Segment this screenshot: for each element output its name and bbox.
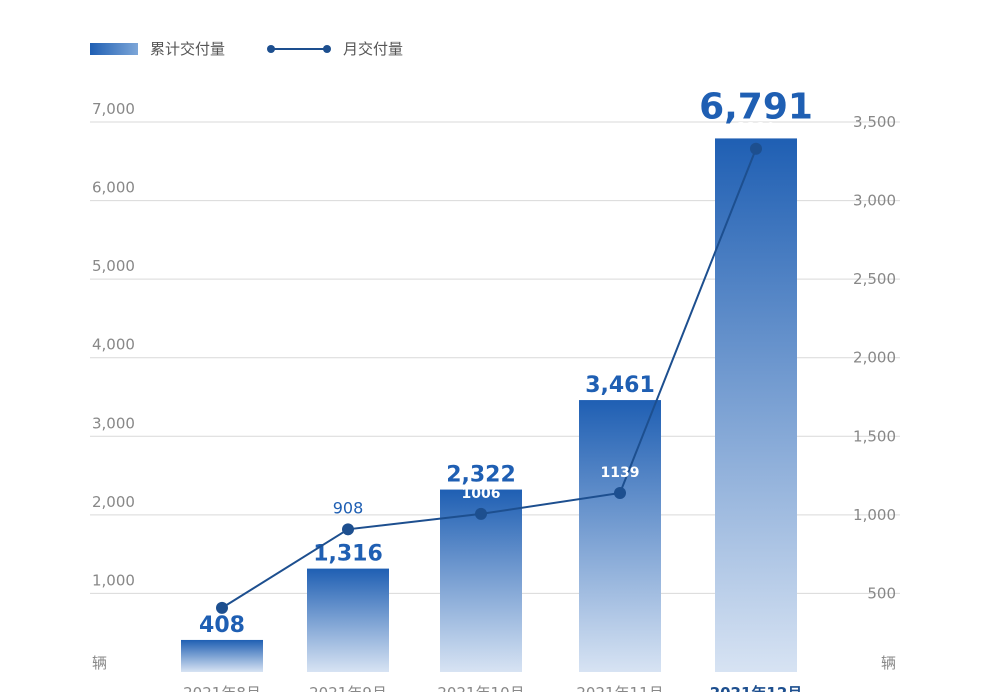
x-tick-label: 2021年12月 bbox=[710, 684, 803, 692]
right-tick-label: 2,000 bbox=[853, 349, 896, 367]
x-tick-label: 2021年9月 bbox=[309, 684, 387, 692]
bar-2 bbox=[307, 568, 389, 672]
right-axis-unit: 辆 bbox=[881, 654, 896, 672]
bar-value-label: 3,461 bbox=[585, 373, 655, 398]
legend-line-marker bbox=[267, 43, 332, 55]
bar-3 bbox=[440, 489, 522, 672]
bar-series: 408 1,316 2,322 3,461 6,791 bbox=[181, 86, 813, 672]
bar-value-label: 1,316 bbox=[313, 542, 383, 567]
bar-value-label: 2,322 bbox=[446, 463, 516, 488]
line-value-label: 908 bbox=[333, 498, 364, 517]
bar-1 bbox=[181, 639, 263, 672]
line-point-1 bbox=[216, 601, 228, 614]
bar-value-label: 408 bbox=[199, 613, 245, 638]
line-value-label: 1006 bbox=[462, 486, 501, 502]
legend-item-monthly: 月交付量 bbox=[267, 38, 403, 59]
left-axis-unit: 辆 bbox=[92, 654, 107, 672]
line-value-label: 3330 bbox=[737, 121, 776, 137]
right-tick-label: 3,500 bbox=[853, 113, 896, 131]
line-point-3 bbox=[475, 507, 487, 520]
x-tick-label: 2021年11月 bbox=[576, 684, 663, 692]
line-point-5 bbox=[750, 142, 762, 155]
x-tick-label: 2021年8月 bbox=[183, 684, 261, 692]
x-tick-label: 2021年10月 bbox=[437, 684, 524, 692]
right-tick-label: 2,500 bbox=[853, 270, 896, 288]
legend-label-cumulative: 累计交付量 bbox=[150, 40, 226, 58]
right-tick-label: 500 bbox=[867, 584, 896, 602]
left-y-axis: 1,000 2,000 3,000 4,000 5,000 6,000 7,000 辆 bbox=[92, 100, 135, 672]
left-tick-label: 4,000 bbox=[92, 336, 135, 354]
bar-value-label: 6,791 bbox=[699, 86, 813, 127]
line-series: 908 1006 1139 3330 bbox=[216, 121, 776, 614]
bar-4 bbox=[579, 400, 661, 672]
left-tick-label: 2,000 bbox=[92, 493, 135, 511]
right-tick-label: 3,000 bbox=[853, 192, 896, 210]
legend-label-monthly: 月交付量 bbox=[343, 40, 404, 58]
bar-5 bbox=[715, 138, 797, 672]
legend: 累计交付量 月交付量 bbox=[90, 38, 445, 59]
left-tick-label: 1,000 bbox=[92, 571, 135, 589]
left-tick-label: 6,000 bbox=[92, 179, 135, 197]
right-tick-label: 1,000 bbox=[853, 506, 896, 524]
line-value-label: 1139 bbox=[601, 465, 640, 481]
left-tick-label: 3,000 bbox=[92, 414, 135, 432]
line-point-4 bbox=[614, 487, 626, 500]
right-y-axis: 500 1,000 1,500 2,000 2,500 3,000 3,500 辆 bbox=[853, 113, 896, 672]
legend-bar-swatch bbox=[90, 42, 138, 55]
line-point-2 bbox=[342, 523, 354, 536]
x-axis: 2021年8月 2021年9月 2021年10月 2021年11月 2021年12月 bbox=[183, 684, 802, 692]
left-tick-label: 5,000 bbox=[92, 257, 135, 275]
legend-item-cumulative: 累计交付量 bbox=[90, 38, 225, 59]
right-tick-label: 1,500 bbox=[853, 427, 896, 445]
left-tick-label: 7,000 bbox=[92, 100, 135, 118]
